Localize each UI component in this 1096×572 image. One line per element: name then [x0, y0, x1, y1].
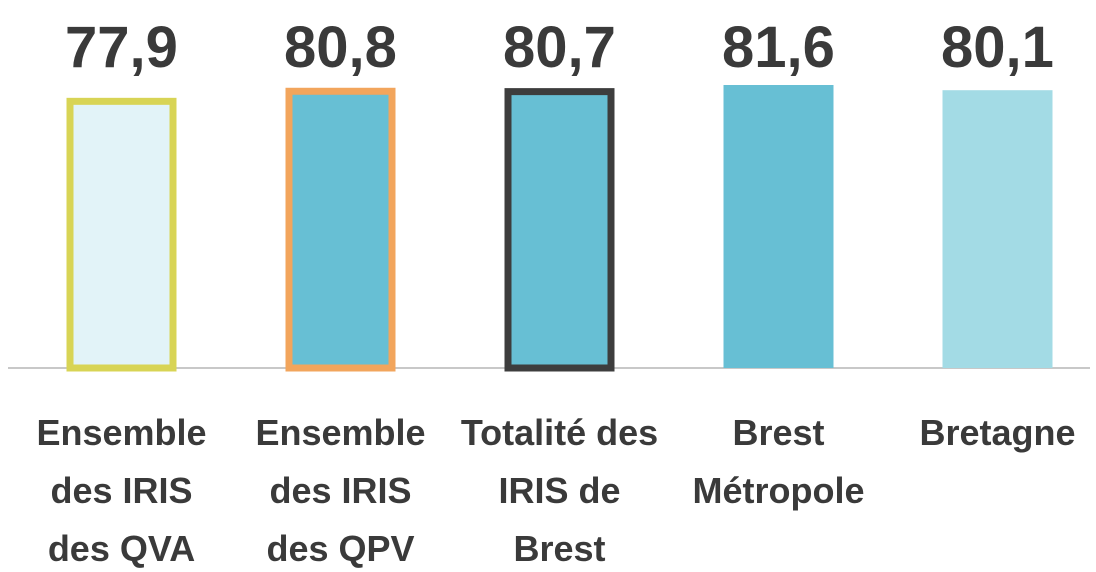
bar	[285, 87, 396, 372]
bar	[942, 90, 1053, 368]
value-label: 80,8	[284, 15, 397, 80]
category-label: Ensemble des IRIS des QVA	[36, 412, 207, 569]
value-label: 81,6	[722, 15, 835, 80]
value-label: 77,9	[65, 15, 178, 80]
category-label: Bretagne	[919, 412, 1076, 453]
category-label: Totalité des IRIS de Brest	[460, 412, 659, 569]
category-label: Ensemble des IRIS des QPV	[255, 412, 426, 569]
bar	[66, 97, 177, 372]
value-label: 80,7	[503, 15, 616, 80]
category-label: Brest Métropole	[692, 412, 865, 511]
value-label: 80,1	[941, 15, 1054, 80]
bar	[723, 85, 834, 368]
bar	[504, 88, 615, 372]
